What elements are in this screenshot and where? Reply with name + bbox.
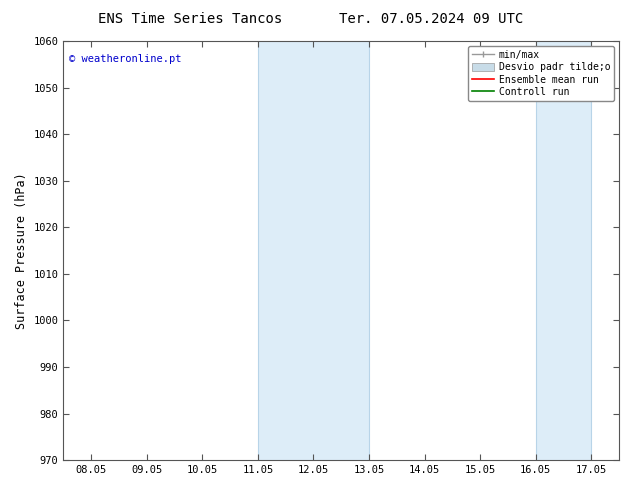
- Text: Ter. 07.05.2024 09 UTC: Ter. 07.05.2024 09 UTC: [339, 12, 523, 26]
- Y-axis label: Surface Pressure (hPa): Surface Pressure (hPa): [15, 172, 28, 329]
- Text: ENS Time Series Tancos: ENS Time Series Tancos: [98, 12, 282, 26]
- Bar: [536, 41, 592, 460]
- Bar: [258, 41, 369, 460]
- Text: © weatheronline.pt: © weatheronline.pt: [69, 53, 181, 64]
- Legend: min/max, Desvio padr tilde;o, Ensemble mean run, Controll run: min/max, Desvio padr tilde;o, Ensemble m…: [469, 46, 614, 101]
